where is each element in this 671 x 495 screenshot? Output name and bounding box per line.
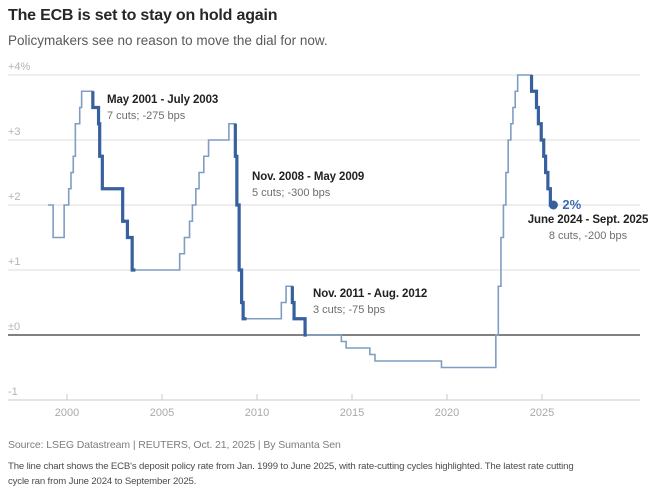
chart-title: The ECB is set to stay on hold again (8, 7, 278, 24)
y-axis-tick-label: +4% (8, 61, 31, 73)
cutting-cycle-highlight (233, 122, 247, 321)
cutting-cycle-highlight (290, 284, 307, 337)
chart-note: The line chart shows the ECB's deposit p… (8, 459, 574, 489)
x-axis-tick-label: 2005 (150, 407, 174, 419)
x-axis-tick-label: 2015 (340, 407, 364, 419)
x-axis-tick-label: 2025 (530, 407, 554, 419)
rate-line-chart: +4% +3 +2 +1 ±0 -1 2000 2005 2010 2015 2020 2025 (8, 61, 640, 419)
source-line: Source: LSEG Datastream | REUTERS, Oct. … (8, 439, 341, 451)
x-axis-tick-label: 2020 (435, 407, 459, 419)
end-rate-label: 2% (562, 197, 582, 212)
cutting-cycle-highlight (91, 89, 136, 272)
endpoint-dot (548, 200, 558, 210)
x-axis-tick-label: 2000 (55, 407, 79, 419)
x-axis-tick-label: 2010 (245, 407, 269, 419)
y-axis-tick-label: -1 (8, 386, 18, 398)
chart-note-line-2: cycle ran from June 2024 to September 20… (8, 476, 197, 487)
cutting-cycle-highlight (529, 75, 554, 207)
chart-area: +4% +3 +2 +1 ±0 -1 2000 2005 2010 2015 2020 2025 Ma… (0, 56, 671, 430)
y-axis-tick-label: +3 (8, 126, 21, 138)
y-axis-tick-label: +2 (8, 191, 21, 203)
y-axis-tick-label: ±0 (8, 321, 20, 333)
chart-subtitle: Policymakers see no reason to move the d… (8, 33, 328, 48)
y-axis-tick-label: +1 (8, 256, 21, 268)
chart-note-line-1: The line chart shows the ECB's deposit p… (8, 461, 574, 472)
